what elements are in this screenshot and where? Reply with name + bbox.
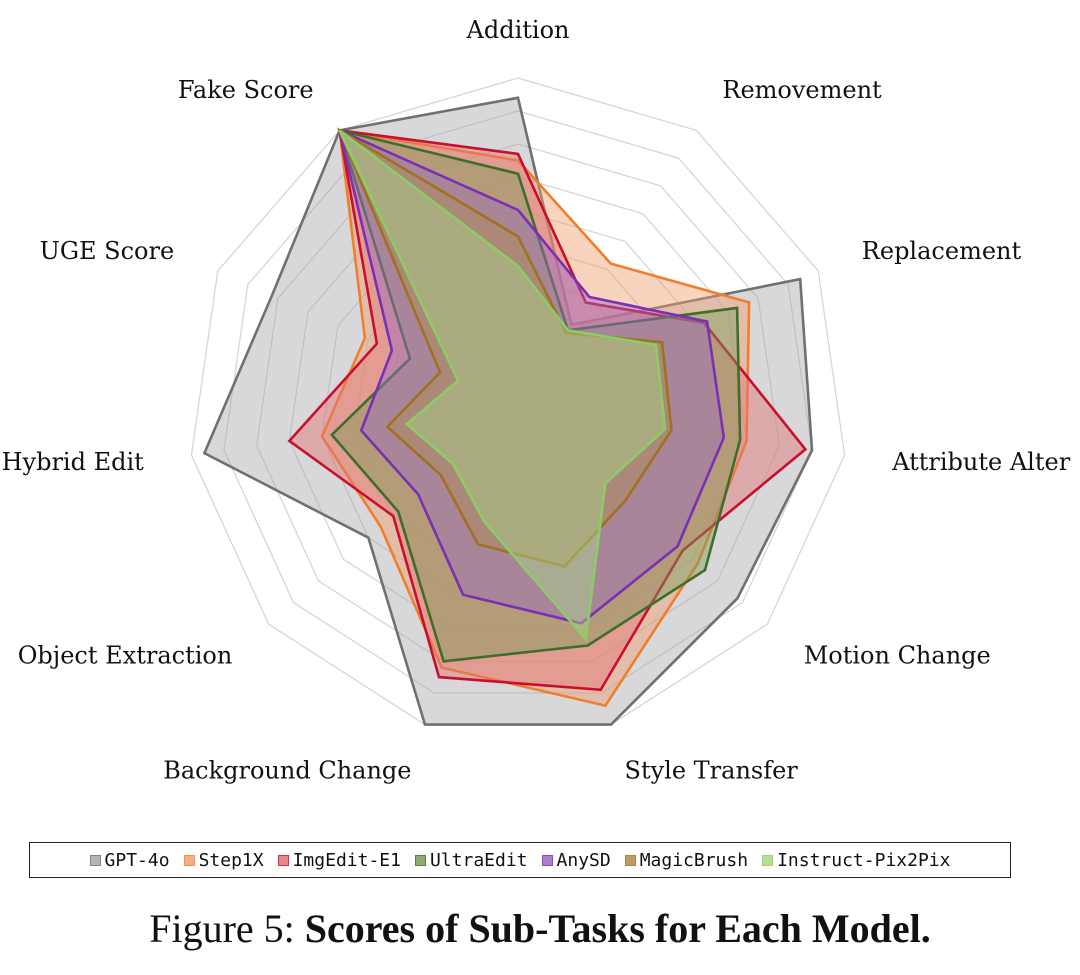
series-area-magicbrush <box>336 127 673 568</box>
axis-label: Background Change <box>163 757 411 785</box>
series-area-gpt-4o <box>202 96 814 726</box>
legend-swatch <box>762 854 774 866</box>
grid-ring <box>223 110 813 694</box>
legend-swatch <box>277 854 289 866</box>
grid-ring <box>452 341 584 472</box>
caption-title: Scores of Sub-Tasks for Each Model. <box>304 906 931 951</box>
axis-label: Replacement <box>862 237 1022 265</box>
series-area-anysd <box>337 128 726 625</box>
series-area-imgedit-e1 <box>287 128 808 692</box>
axis-label: Removement <box>722 76 882 104</box>
legend-item: Step1X <box>183 849 264 871</box>
series-area-step1x <box>320 128 751 708</box>
legend-label: GPT-4o <box>104 849 170 871</box>
grid-ring <box>256 143 780 662</box>
legend-item: Instruct-Pix2Pix <box>762 850 950 871</box>
radar-chart: Addition Removement Replacement Attribute A… <box>2 16 1071 785</box>
grid-ring <box>484 374 552 441</box>
grid-ring <box>354 242 682 567</box>
legend-label: Instruct-Pix2Pix <box>777 849 951 871</box>
legend-swatch <box>89 854 101 866</box>
legend-swatch <box>541 854 553 866</box>
grid-ring <box>321 209 715 599</box>
axis-label: Addition <box>466 16 570 44</box>
legend-swatch <box>624 854 636 866</box>
axis-label: Hybrid Edit <box>2 448 145 476</box>
legend-swatch <box>183 854 195 866</box>
caption-prefix: Figure 5: <box>149 906 305 951</box>
axis-label: Fake Score <box>178 76 314 104</box>
legend-item: UltraEdit <box>414 849 528 871</box>
axis-label: UGE Score <box>40 237 175 265</box>
axis-label: Attribute Alter <box>891 448 1070 476</box>
axis-label: Motion Change <box>804 642 991 670</box>
radar-svg: Addition Removement Replacement Attribute A… <box>2 16 1071 785</box>
legend-label: ImgEdit-E1 <box>292 849 401 871</box>
chart-legend: GPT-4o Step1X ImgEdit-E1 UltraEdit AnySD Magi… <box>29 842 1011 878</box>
legend-label: MagicBrush <box>639 849 749 871</box>
legend-label: Step1X <box>198 849 264 871</box>
axis-label: Style Transfer <box>625 757 799 785</box>
legend-item: AnySD <box>541 849 611 871</box>
legend-item: GPT-4o <box>89 849 170 871</box>
legend-label: UltraEdit <box>429 849 528 871</box>
legend-item: MagicBrush <box>624 849 749 871</box>
legend-swatch <box>414 854 426 866</box>
figure-caption: Figure 5: Scores of Sub-Tasks for Each M… <box>0 905 1080 952</box>
series-area-instruct-pix2pix <box>338 129 667 643</box>
legend-item: ImgEdit-E1 <box>277 849 401 871</box>
axis-label: Object Extraction <box>18 642 233 670</box>
legend-label: AnySD <box>556 849 611 871</box>
